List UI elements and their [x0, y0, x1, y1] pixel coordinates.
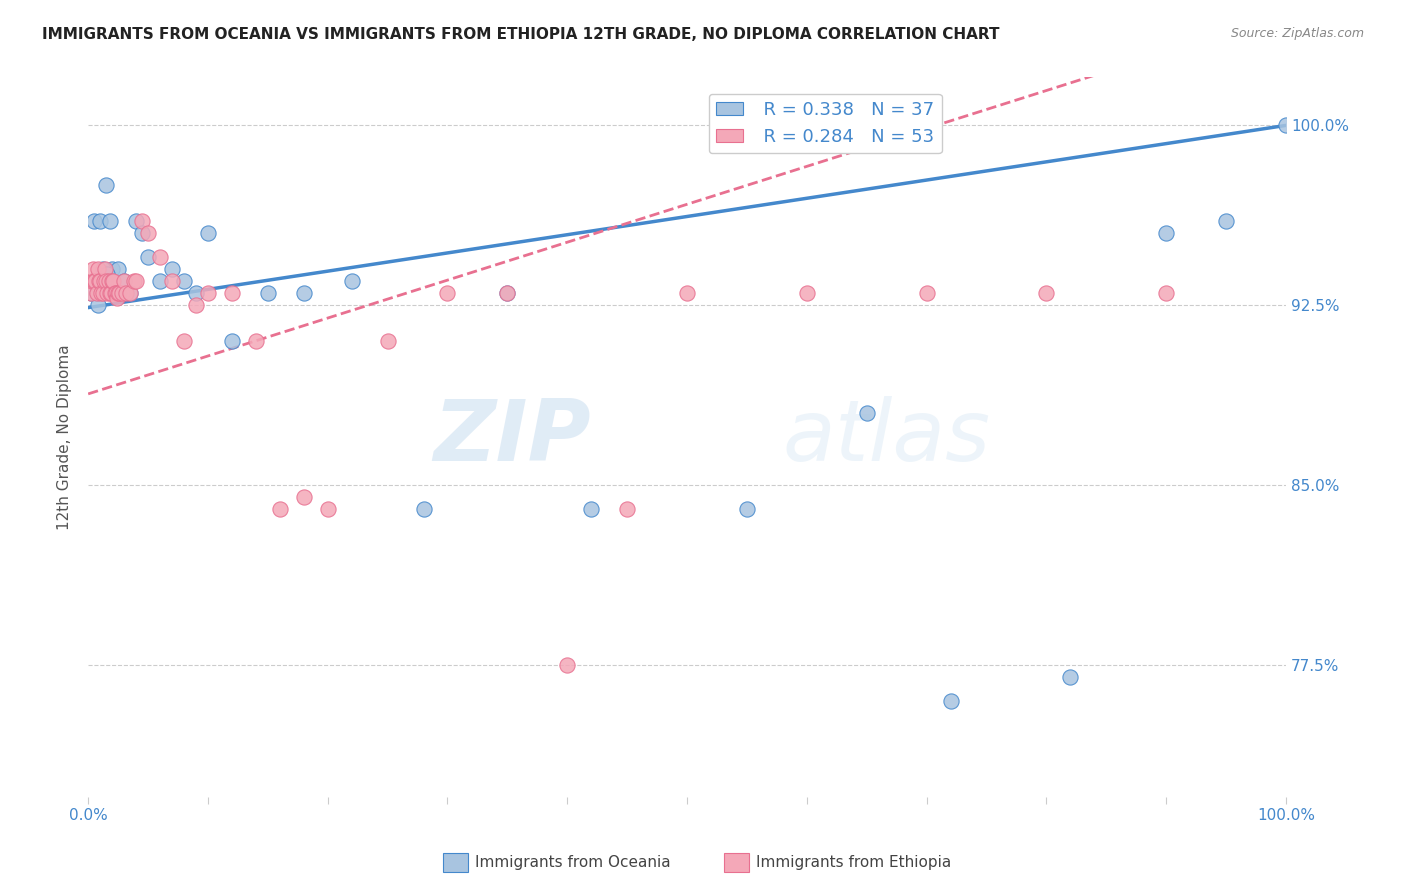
Point	[136, 227, 159, 241]
Point	[79, 286, 101, 301]
Point	[86, 286, 108, 301]
Point	[616, 502, 638, 516]
Point	[86, 286, 108, 301]
Point	[939, 694, 962, 708]
Point	[98, 286, 121, 301]
Point	[105, 291, 128, 305]
Point	[94, 274, 117, 288]
Point	[125, 214, 148, 228]
Point	[115, 286, 138, 301]
Point	[112, 274, 135, 288]
Text: Immigrants from Ethiopia: Immigrants from Ethiopia	[756, 855, 952, 870]
Point	[1035, 286, 1057, 301]
Text: Immigrants from Oceania: Immigrants from Oceania	[475, 855, 671, 870]
Point	[221, 334, 243, 348]
Point	[256, 286, 278, 301]
Point	[184, 286, 207, 301]
Point	[316, 502, 339, 516]
Point	[160, 274, 183, 288]
Point	[269, 502, 291, 516]
Point	[173, 334, 195, 348]
Point	[245, 334, 267, 348]
Point	[96, 286, 118, 301]
Point	[87, 298, 110, 312]
Point	[581, 502, 603, 516]
Point	[915, 286, 938, 301]
Text: IMMIGRANTS FROM OCEANIA VS IMMIGRANTS FROM ETHIOPIA 12TH GRADE, NO DIPLOMA CORRE: IMMIGRANTS FROM OCEANIA VS IMMIGRANTS FR…	[42, 27, 1000, 42]
Point	[89, 214, 111, 228]
Point	[796, 286, 818, 301]
Point	[83, 214, 105, 228]
Point	[1215, 214, 1237, 228]
Point	[90, 286, 112, 301]
Point	[131, 214, 153, 228]
Point	[103, 274, 125, 288]
Point	[79, 286, 101, 301]
Point	[96, 267, 118, 281]
Point	[125, 274, 148, 288]
Point	[120, 286, 142, 301]
Point	[197, 227, 219, 241]
Point	[1059, 670, 1081, 684]
Point	[87, 274, 110, 288]
Point	[101, 274, 124, 288]
Point	[496, 286, 519, 301]
Point	[91, 262, 114, 277]
Point	[83, 274, 105, 288]
Point	[149, 274, 172, 288]
Point	[1154, 286, 1177, 301]
Point	[111, 286, 134, 301]
Point	[377, 334, 399, 348]
Point	[112, 274, 135, 288]
Point	[184, 298, 207, 312]
Point	[676, 286, 699, 301]
Point	[149, 250, 172, 264]
Point	[108, 286, 131, 301]
Point	[122, 274, 145, 288]
Point	[292, 286, 315, 301]
Point	[107, 286, 129, 301]
Point	[197, 286, 219, 301]
Y-axis label: 12th Grade, No Diploma: 12th Grade, No Diploma	[58, 344, 72, 530]
Point	[160, 262, 183, 277]
Point	[80, 274, 103, 288]
Point	[292, 490, 315, 504]
Point	[98, 214, 121, 228]
Text: atlas: atlas	[783, 395, 991, 478]
Point	[131, 227, 153, 241]
Point	[91, 286, 114, 301]
Point	[496, 286, 519, 301]
Point	[1275, 119, 1298, 133]
Point	[97, 274, 120, 288]
Point	[735, 502, 758, 516]
Point	[94, 262, 117, 277]
Point	[87, 262, 110, 277]
Point	[101, 262, 124, 277]
Point	[340, 274, 363, 288]
Point	[89, 274, 111, 288]
Text: Source: ZipAtlas.com: Source: ZipAtlas.com	[1230, 27, 1364, 40]
Point	[100, 286, 122, 301]
Point	[1154, 227, 1177, 241]
Point	[221, 286, 243, 301]
Point	[107, 262, 129, 277]
Point	[104, 286, 127, 301]
Point	[94, 178, 117, 193]
Legend:   R = 0.338   N = 37,   R = 0.284   N = 53: R = 0.338 N = 37, R = 0.284 N = 53	[709, 94, 942, 153]
Point	[412, 502, 434, 516]
Text: ZIP: ZIP	[433, 395, 592, 478]
Point	[93, 274, 115, 288]
Point	[855, 406, 877, 420]
Point	[103, 286, 125, 301]
Point	[555, 657, 578, 672]
Point	[173, 274, 195, 288]
Point	[120, 286, 142, 301]
Point	[93, 274, 115, 288]
Point	[84, 274, 107, 288]
Point	[436, 286, 458, 301]
Point	[103, 286, 125, 301]
Point	[136, 250, 159, 264]
Point	[82, 262, 104, 277]
